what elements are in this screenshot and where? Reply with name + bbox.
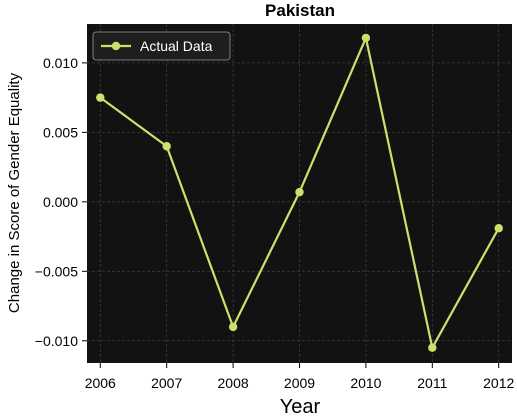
x-tick-label: 2006	[85, 375, 116, 391]
data-point	[428, 343, 437, 352]
data-point	[228, 322, 238, 332]
data-point	[361, 33, 371, 43]
series-layer	[96, 33, 503, 352]
data-point	[96, 93, 105, 102]
x-tick-label: 2009	[284, 375, 315, 391]
data-point	[295, 187, 304, 197]
y-tick-label: −0.005	[35, 263, 78, 279]
y-tick-label: 0.010	[43, 55, 78, 71]
x-tick-label: 2012	[483, 375, 514, 391]
x-tick-label: 2008	[218, 375, 249, 391]
legend-label: Actual Data	[140, 38, 213, 54]
x-tick-label: 2010	[350, 375, 381, 391]
x-tick-label: 2007	[151, 375, 182, 391]
legend-box	[92, 31, 231, 61]
x-axis-label: Year	[280, 396, 321, 418]
y-tick-label: −0.010	[35, 333, 78, 349]
grid	[87, 24, 512, 363]
y-tick-label: 0.005	[43, 124, 78, 140]
legend-marker	[111, 41, 121, 51]
y-tick-label: 0.000	[43, 194, 78, 210]
legend: Actual Data	[92, 31, 231, 61]
y-axis: 0.010 0.005 0.000 −0.005 −0.010	[35, 55, 87, 349]
data-point	[162, 142, 171, 151]
chart-title: Pakistan	[265, 1, 335, 20]
x-tick-label: 2011	[417, 375, 447, 391]
data-point	[494, 224, 503, 233]
x-axis: 2006 2007 2008 2009 2010 2011 2012	[85, 363, 514, 391]
y-axis-label: Change in Score of Gender Equality	[6, 72, 23, 313]
